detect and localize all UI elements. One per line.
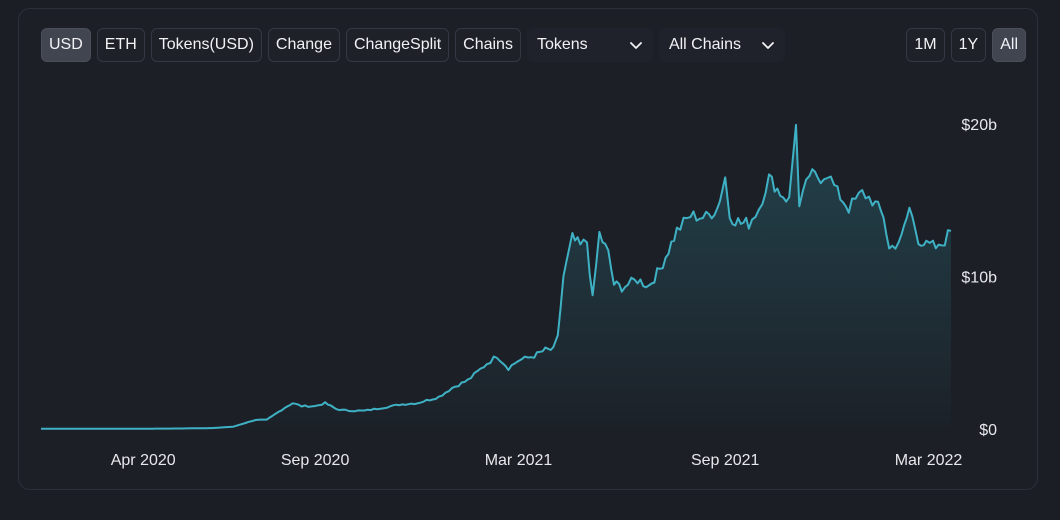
- x-tick-label: Mar 2022: [895, 452, 963, 469]
- x-axis: Apr 2020 Sep 2020 Mar 2021 Sep 2021 Mar 2022: [111, 452, 963, 469]
- x-tick-label: Apr 2020: [111, 452, 176, 469]
- range-1y-button[interactable]: 1Y: [950, 28, 987, 62]
- time-range-toolbar: 1M 1Y All: [906, 28, 1026, 62]
- range-all-button[interactable]: All: [992, 28, 1026, 62]
- metric-toolbar: USD ETH Tokens(USD) Change ChangeSplit C…: [41, 28, 785, 62]
- chains-button[interactable]: Chains: [455, 28, 521, 62]
- usd-button[interactable]: USD: [41, 28, 91, 62]
- y-tick-label: $20b: [961, 117, 997, 134]
- tokens-select-value: Tokens: [536, 36, 588, 53]
- eth-button[interactable]: ETH: [96, 28, 145, 62]
- change-button[interactable]: Change: [267, 28, 340, 62]
- series-line: [41, 123, 952, 430]
- chevron-down-icon: [762, 42, 774, 49]
- chains-select-value: All Chains: [668, 36, 741, 53]
- x-tick-label: Mar 2021: [485, 452, 553, 469]
- tvl-area-chart: Apr 2020 Sep 2020 Mar 2021 Sep 2021 Mar 2022…: [41, 117, 997, 469]
- y-tick-label: $10b: [961, 270, 997, 287]
- x-tick-label: Sep 2020: [281, 452, 350, 469]
- y-axis: $0 $10b $20b: [961, 117, 997, 439]
- range-1m-button[interactable]: 1M: [906, 28, 945, 62]
- chart-card: USD ETH Tokens(USD) Change ChangeSplit C…: [18, 8, 1038, 490]
- area-fill: [41, 124, 951, 430]
- chains-select[interactable]: All Chains: [658, 28, 785, 62]
- x-tick-label: Sep 2021: [691, 452, 760, 469]
- y-tick-label: $0: [979, 422, 997, 439]
- chevron-down-icon: [630, 42, 642, 49]
- change-split-button[interactable]: ChangeSplit: [345, 28, 450, 62]
- tokens-usd-button[interactable]: Tokens(USD): [150, 28, 262, 62]
- tokens-select[interactable]: Tokens: [526, 28, 653, 62]
